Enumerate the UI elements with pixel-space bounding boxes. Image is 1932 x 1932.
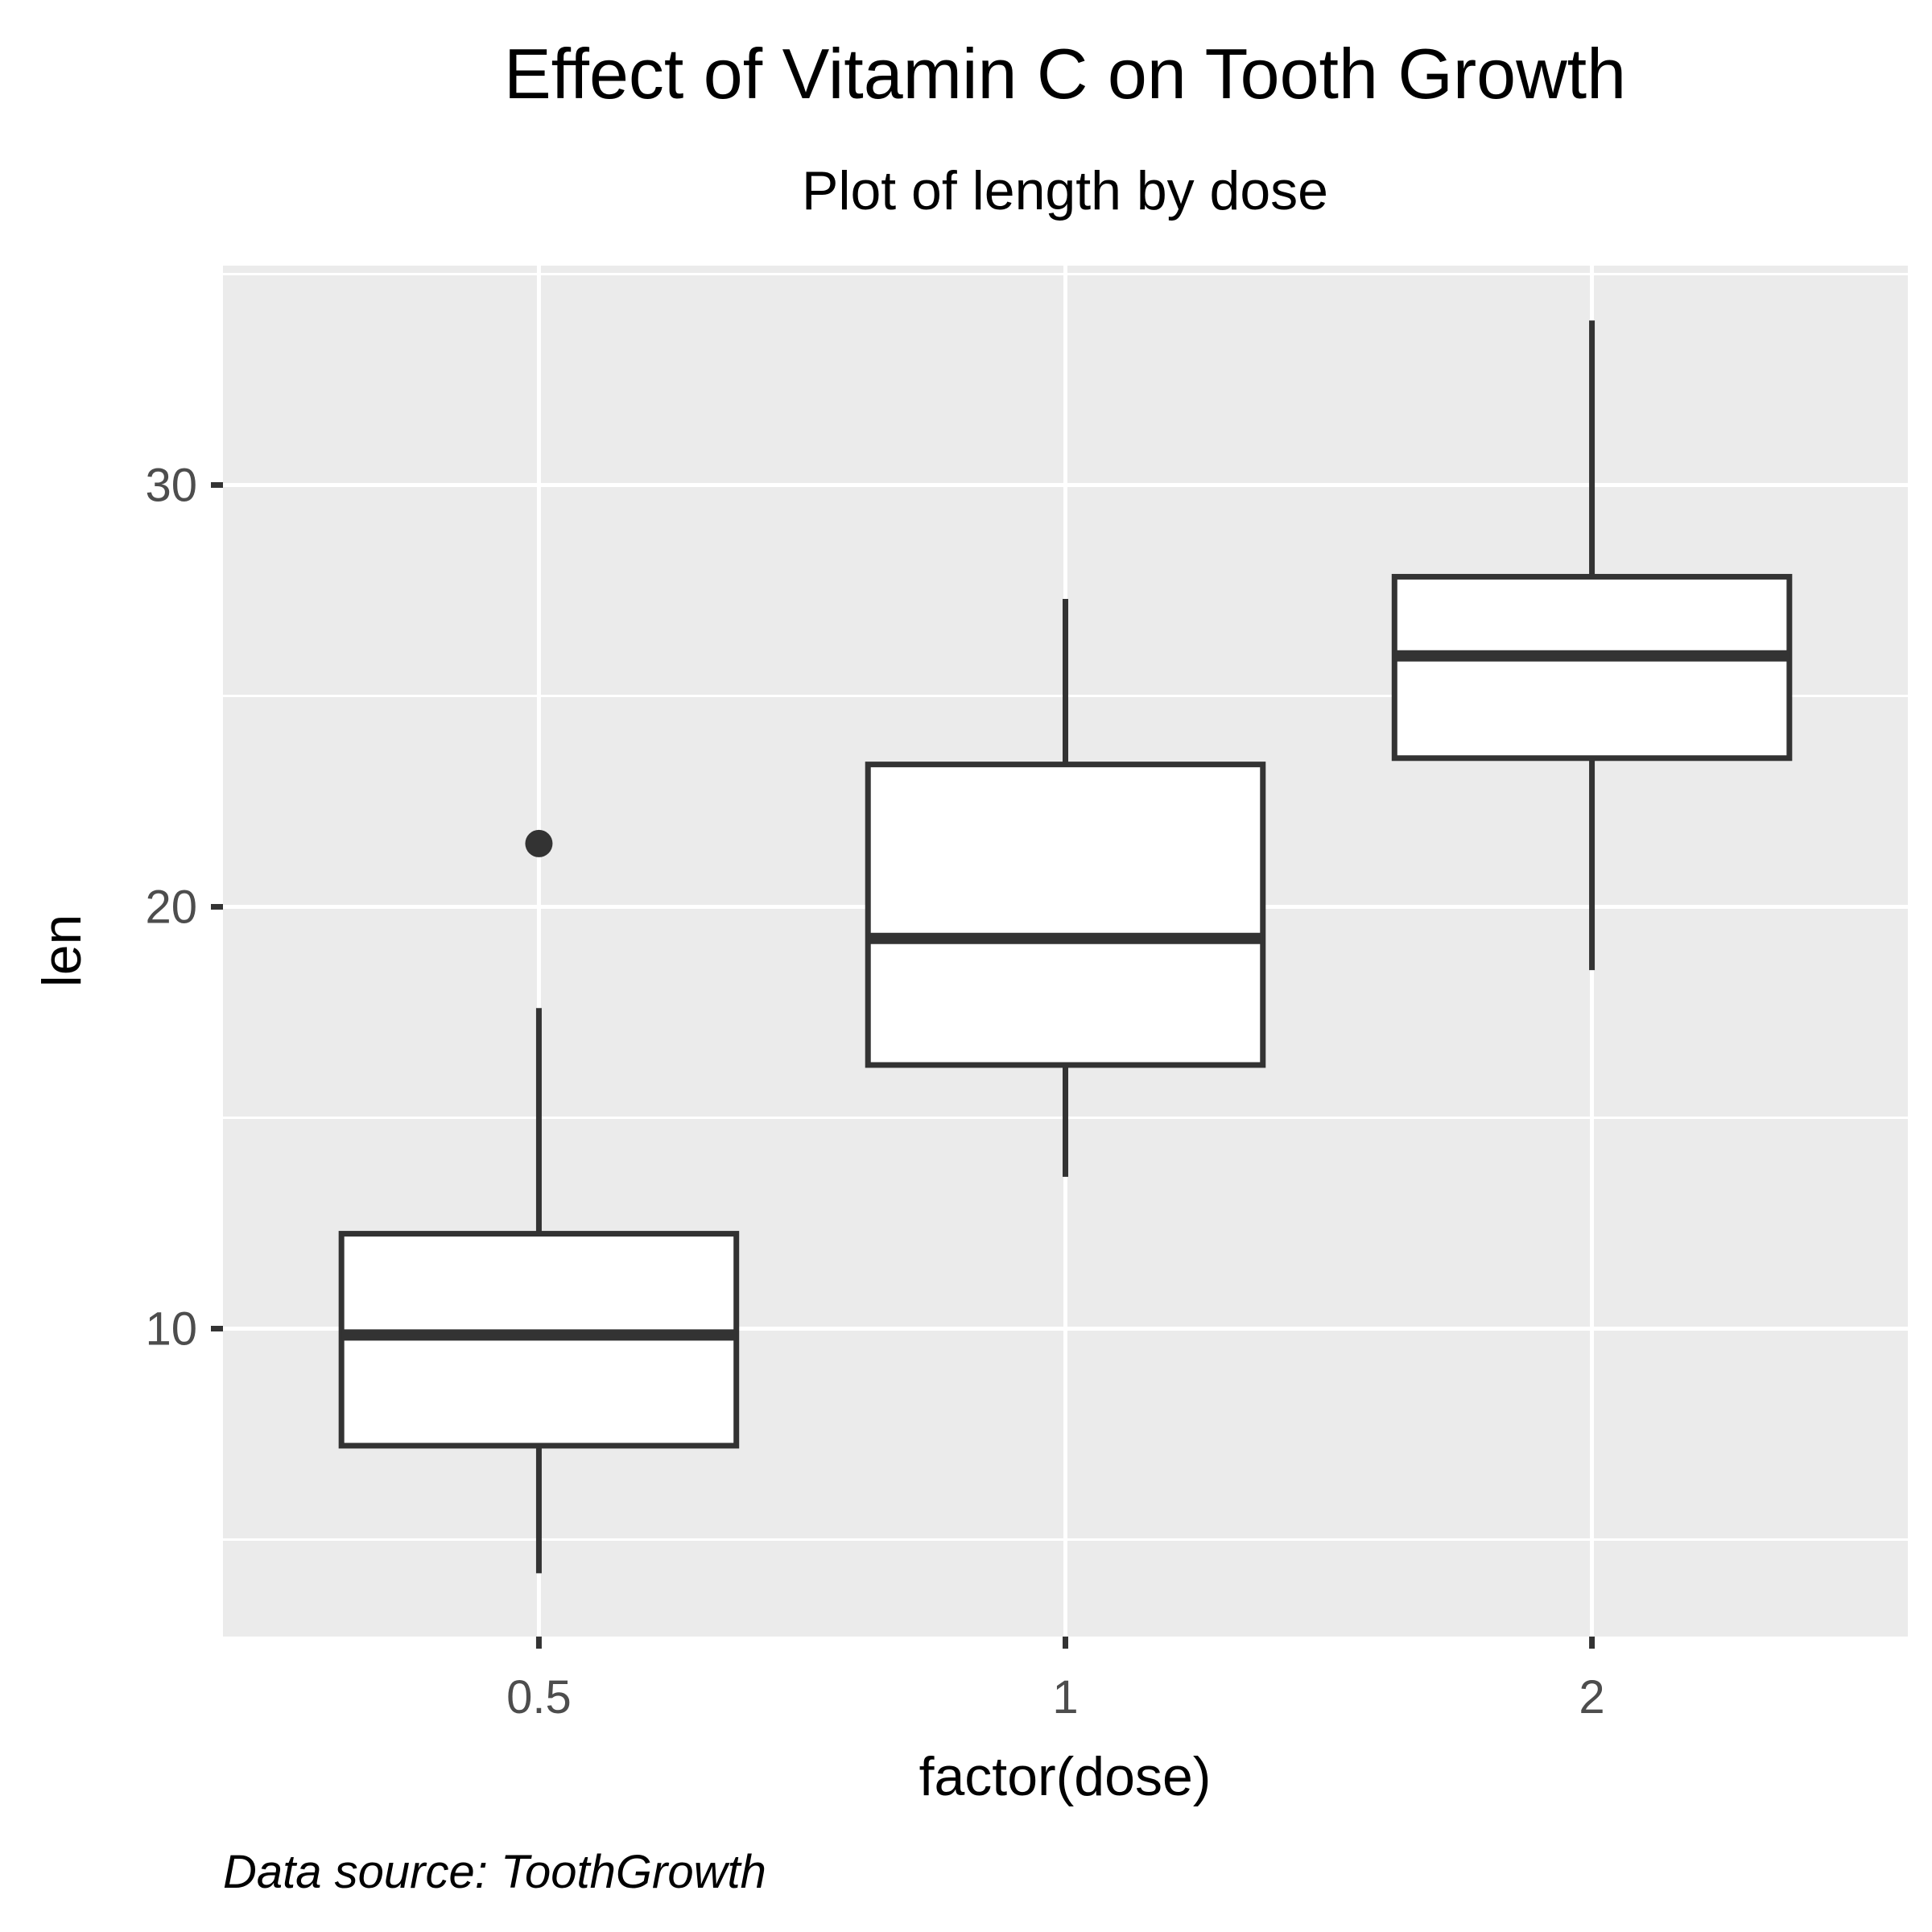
chart-caption: Data source: ToothGrowth xyxy=(223,1846,766,1898)
y-tick-label: 20 xyxy=(145,881,197,933)
box-iqr xyxy=(1391,573,1793,762)
x-axis-title: factor(dose) xyxy=(919,1746,1212,1807)
chart-subtitle: Plot of length by dose xyxy=(802,160,1328,221)
box-iqr xyxy=(865,762,1266,1068)
box-1 xyxy=(865,598,1266,1177)
outlier-point xyxy=(525,829,553,857)
box-series xyxy=(338,320,1793,1574)
x-tick-label: 1 xyxy=(1052,1671,1078,1724)
axes: 10 20 30 0.5 1 2 xyxy=(145,459,1604,1724)
x-tick-label: 0.5 xyxy=(506,1671,572,1724)
y-tick-label: 30 xyxy=(145,459,197,511)
x-tick-label: 2 xyxy=(1579,1671,1604,1724)
y-tick-label: 10 xyxy=(145,1302,197,1355)
y-axis-title: len xyxy=(31,914,93,988)
box-2 xyxy=(1391,320,1793,971)
box-0.5 xyxy=(338,829,740,1574)
chart-title: Effect of Vitamin C on Tooth Growth xyxy=(504,34,1626,114)
